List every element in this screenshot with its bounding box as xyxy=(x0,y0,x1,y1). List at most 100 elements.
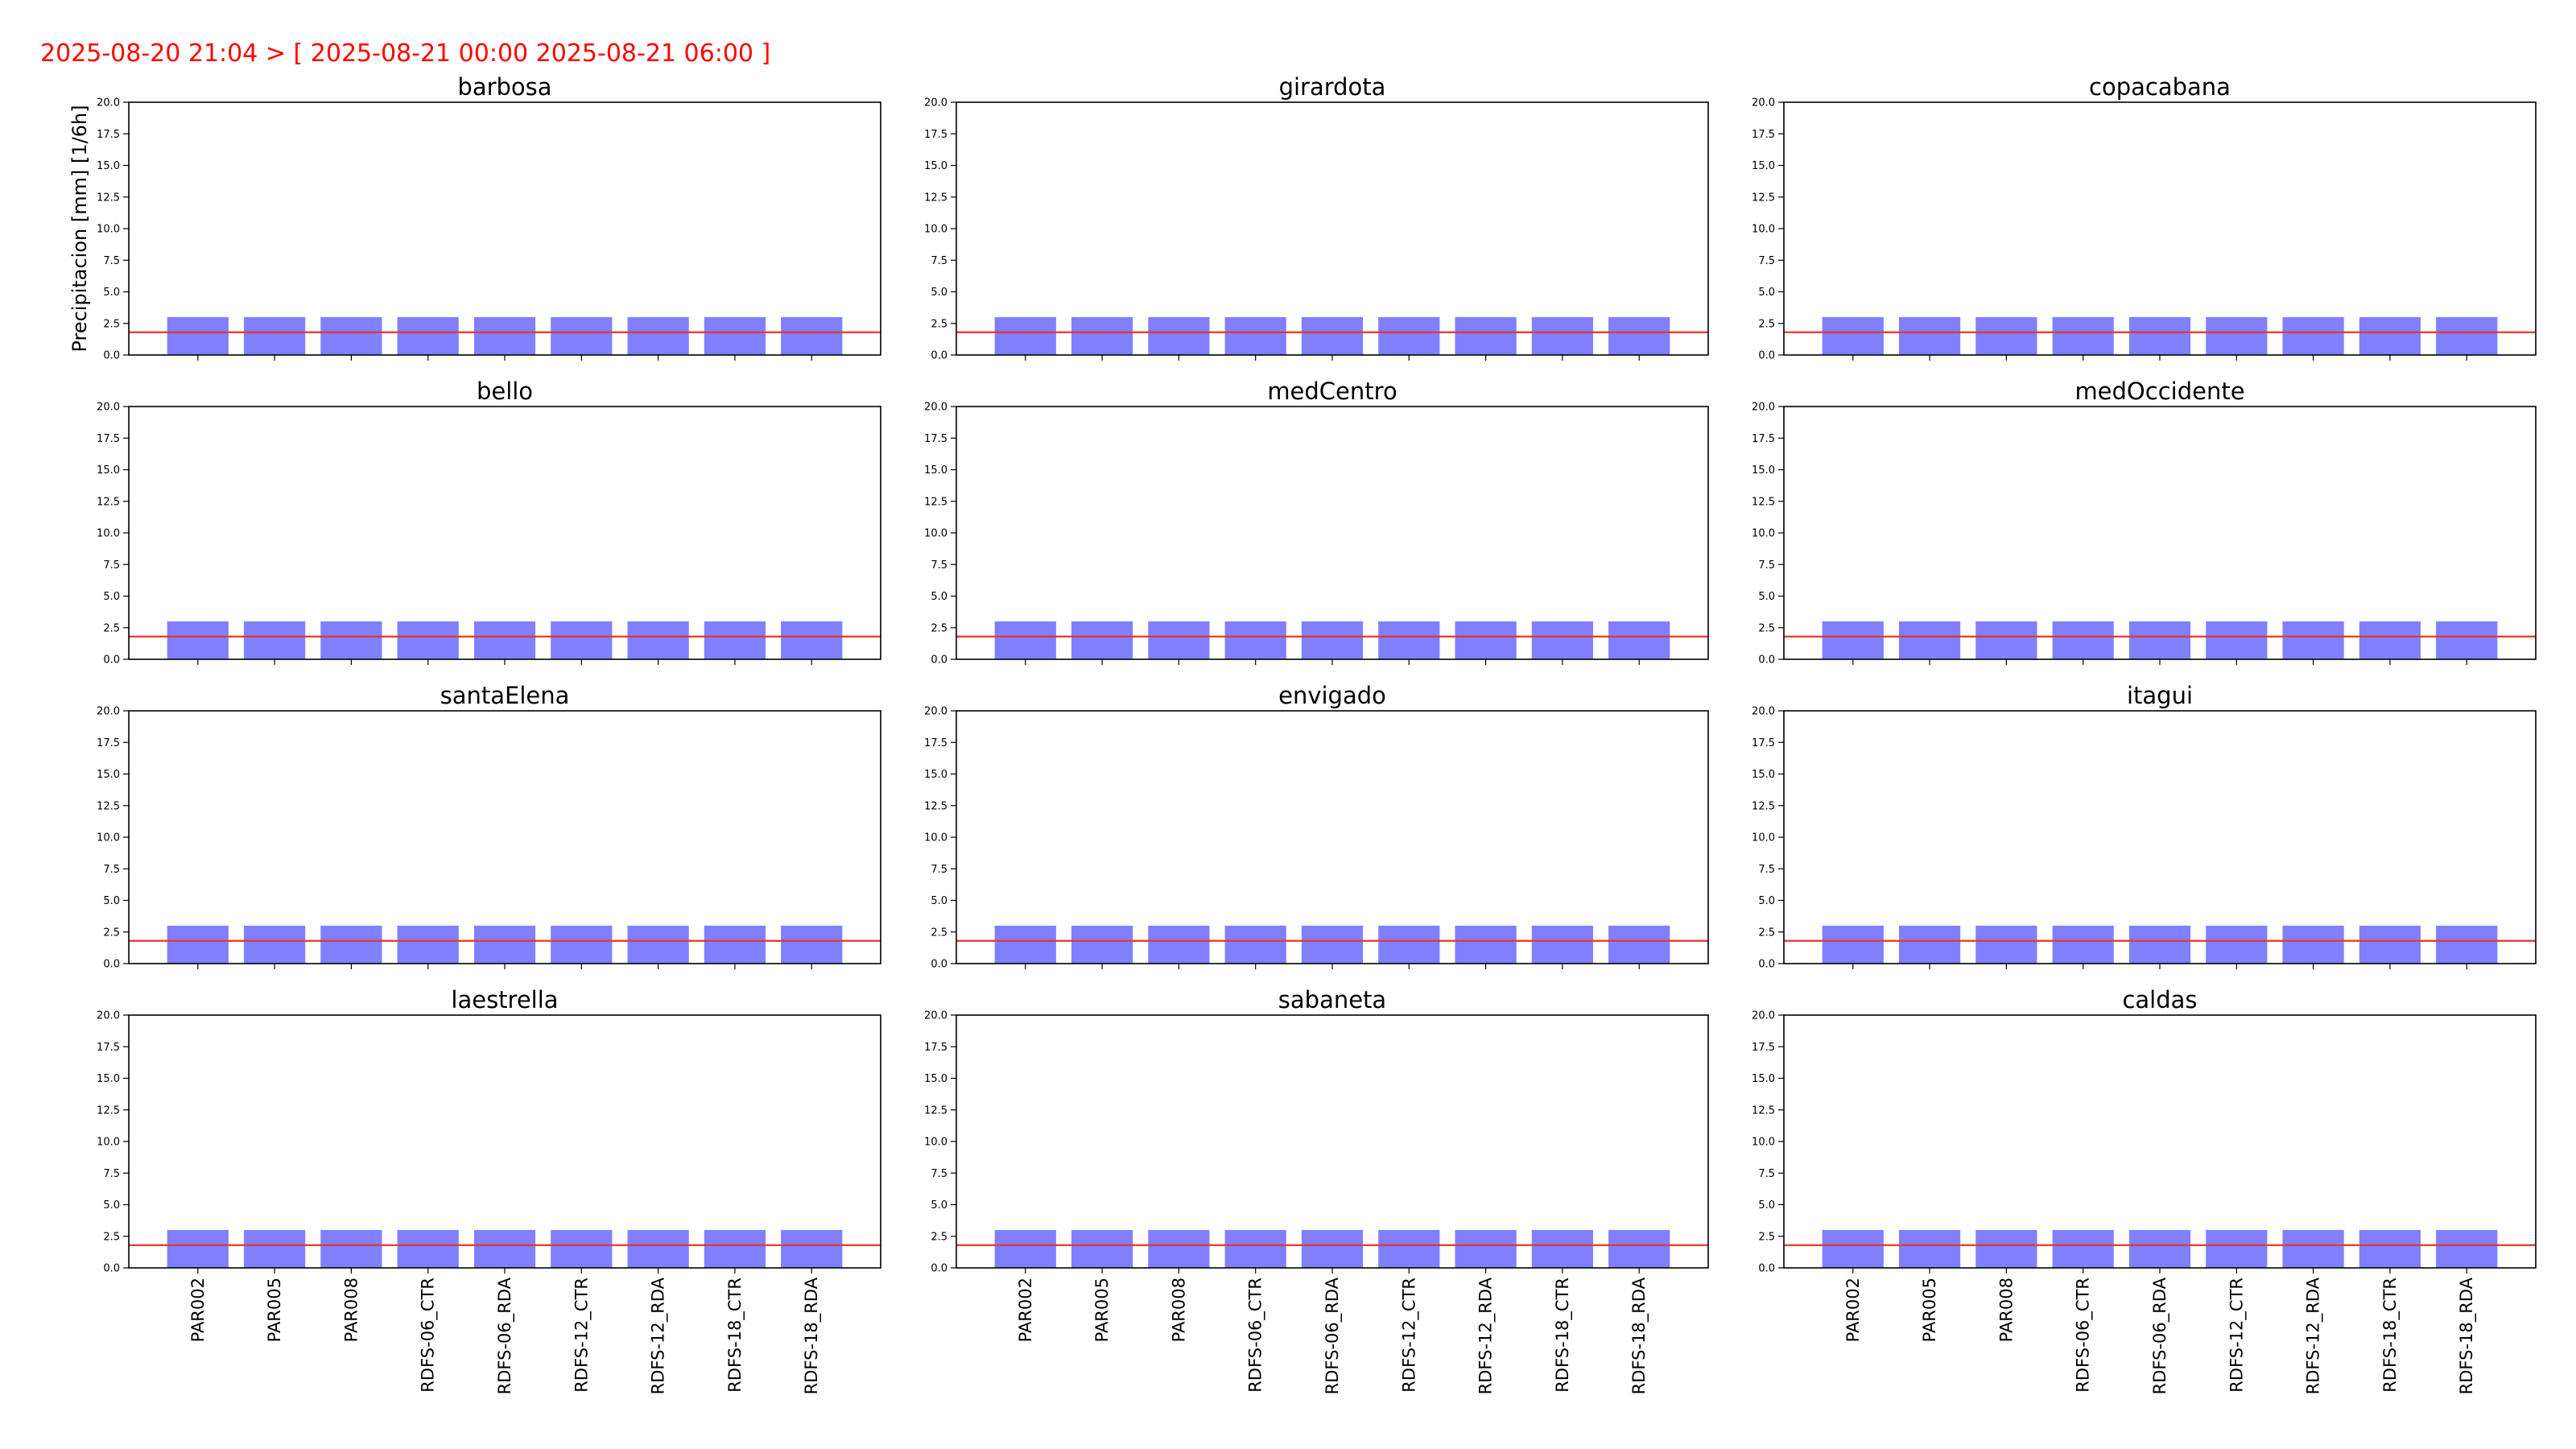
y-tick-label: 10.0 xyxy=(97,224,120,236)
bar-PAR008 xyxy=(320,621,382,659)
y-tick-label: 7.5 xyxy=(1758,1168,1775,1180)
y-tick-label: 12.5 xyxy=(924,800,947,812)
bar-RDFS-06_CTR xyxy=(2052,316,2114,355)
plot-area xyxy=(1784,1015,2536,1268)
y-tick-label: 2.5 xyxy=(931,318,947,330)
bar-PAR005 xyxy=(1071,316,1133,355)
y-tick-label: 5.0 xyxy=(1758,591,1775,603)
y-tick-label: 5.0 xyxy=(931,895,947,907)
y-tick-label: 0.0 xyxy=(1758,654,1775,667)
y-tick-label: 0.0 xyxy=(931,959,947,971)
bar-RDFS-12_RDA xyxy=(1455,316,1517,355)
y-tick-label: 12.5 xyxy=(97,496,120,508)
bar-PAR002 xyxy=(994,925,1056,964)
y-tick-label: 0.0 xyxy=(931,654,947,667)
bar-PAR005 xyxy=(1071,621,1133,659)
bar-RDFS-12_CTR xyxy=(551,316,613,355)
subplot-title: sabaneta xyxy=(1278,986,1386,1013)
y-tick-label: 2.5 xyxy=(103,927,120,939)
subplot-title: itagui xyxy=(2127,682,2193,709)
y-tick-label: 7.5 xyxy=(931,559,947,572)
x-tick-label: PAR008 xyxy=(1996,1278,2016,1342)
bar-RDFS-18_RDA xyxy=(1608,1229,1670,1268)
bar-RDFS-12_RDA xyxy=(627,621,689,659)
bar-PAR005 xyxy=(243,1229,306,1268)
bar-RDFS-18_CTR xyxy=(2359,1229,2421,1268)
plot-area xyxy=(956,711,1708,964)
bar-PAR005 xyxy=(1071,925,1133,964)
y-tick-label: 5.0 xyxy=(1758,895,1775,907)
bar-RDFS-12_CTR xyxy=(551,925,613,964)
y-tick-label: 7.5 xyxy=(1758,864,1775,876)
y-tick-label: 5.0 xyxy=(931,591,947,603)
y-tick-label: 15.0 xyxy=(924,464,947,477)
y-tick-label: 15.0 xyxy=(97,769,120,781)
y-tick-label: 12.5 xyxy=(97,1104,120,1117)
x-tick-label: PAR005 xyxy=(1920,1278,1939,1342)
bar-RDFS-06_CTR xyxy=(397,316,459,355)
bar-RDFS-18_RDA xyxy=(1608,621,1670,659)
bar-PAR008 xyxy=(1148,316,1210,355)
bar-RDFS-18_RDA xyxy=(1608,316,1670,355)
subplot-itagui: 0.0 2.5 5.0 7.5 10.0 12.5 15.0 17.5 20.0 itagui xyxy=(1752,682,2537,971)
y-tick-label: 7.5 xyxy=(931,1168,947,1180)
bar-RDFS-18_CTR xyxy=(2359,925,2421,964)
bar-PAR005 xyxy=(1898,1229,1961,1268)
y-tick-label: 12.5 xyxy=(1752,192,1775,204)
x-tick-label: RDFS-18_RDA xyxy=(1629,1277,1649,1394)
subplot-sabaneta: 0.0 2.5 5.0 7.5 10.0 12.5 15.0 17.5 20.0 PAR002 PA… xyxy=(924,986,1709,1394)
subplot-title: barbosa xyxy=(457,73,551,101)
bar-RDFS-12_RDA xyxy=(2282,316,2344,355)
y-tick-label: 17.5 xyxy=(97,129,120,141)
y-tick-label: 12.5 xyxy=(97,800,120,812)
y-tick-label: 20.0 xyxy=(97,706,120,718)
bar-RDFS-12_CTR xyxy=(2206,1229,2268,1268)
y-tick-label: 0.0 xyxy=(1758,1263,1775,1275)
y-tick-label: 17.5 xyxy=(924,1042,947,1054)
x-tick-label: PAR008 xyxy=(1169,1278,1188,1342)
bar-RDFS-06_RDA xyxy=(2128,316,2191,355)
y-tick-label: 2.5 xyxy=(103,622,120,634)
bar-RDFS-12_CTR xyxy=(2206,316,2268,355)
y-tick-label: 7.5 xyxy=(103,864,120,876)
bar-PAR005 xyxy=(1898,621,1961,659)
bar-PAR008 xyxy=(1975,1229,2037,1268)
y-tick-label: 7.5 xyxy=(103,559,120,572)
bar-RDFS-12_CTR xyxy=(2206,621,2268,659)
y-tick-label: 17.5 xyxy=(924,737,947,749)
y-tick-label: 20.0 xyxy=(924,706,947,718)
bar-RDFS-06_CTR xyxy=(397,621,459,659)
y-tick-label: 5.0 xyxy=(103,287,120,299)
subplot-title: medOccidente xyxy=(2074,378,2244,405)
x-tick-label: RDFS-18_RDA xyxy=(802,1277,822,1394)
y-tick-label: 17.5 xyxy=(924,433,947,445)
y-tick-label: 7.5 xyxy=(103,255,120,267)
bar-RDFS-06_CTR xyxy=(397,925,459,964)
bar-RDFS-06_CTR xyxy=(2052,925,2114,964)
y-tick-label: 15.0 xyxy=(924,160,947,172)
bar-RDFS-18_CTR xyxy=(1531,316,1594,355)
plot-area xyxy=(1784,711,2536,964)
y-tick-label: 17.5 xyxy=(1752,129,1775,141)
y-tick-label: 10.0 xyxy=(97,832,120,844)
bar-PAR005 xyxy=(1898,316,1961,355)
bar-PAR005 xyxy=(243,621,306,659)
y-tick-label: 15.0 xyxy=(97,464,120,477)
y-tick-label: 20.0 xyxy=(924,1010,947,1022)
x-tick-label: PAR002 xyxy=(1016,1278,1035,1342)
y-tick-label: 0.0 xyxy=(103,959,120,971)
y-tick-label: 5.0 xyxy=(931,1199,947,1212)
y-tick-label: 15.0 xyxy=(1752,769,1775,781)
y-tick-label: 20.0 xyxy=(1752,706,1775,718)
y-tick-label: 7.5 xyxy=(1758,559,1775,572)
bar-PAR005 xyxy=(1898,925,1961,964)
bar-RDFS-18_CTR xyxy=(1531,925,1594,964)
bar-RDFS-12_RDA xyxy=(2282,925,2344,964)
y-tick-label: 12.5 xyxy=(1752,1104,1775,1117)
bar-PAR002 xyxy=(167,316,229,355)
plot-area xyxy=(956,1015,1708,1268)
x-tick-label: RDFS-18_CTR xyxy=(1553,1278,1573,1393)
y-tick-label: 10.0 xyxy=(1752,832,1775,844)
bar-PAR005 xyxy=(1071,1229,1133,1268)
y-tick-label: 5.0 xyxy=(103,895,120,907)
